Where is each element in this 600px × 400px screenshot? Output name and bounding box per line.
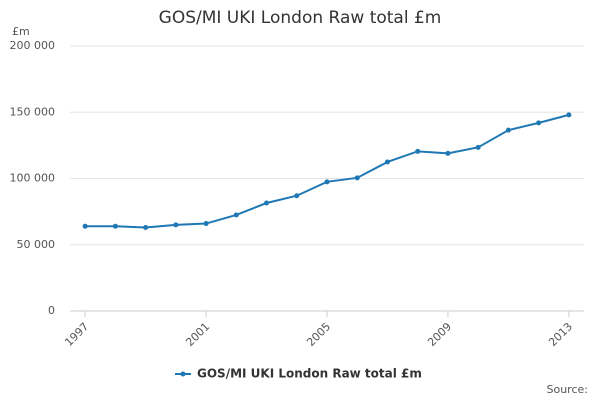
point xyxy=(475,144,481,150)
point xyxy=(415,148,421,154)
legend-marker xyxy=(180,371,186,377)
point xyxy=(143,225,149,231)
point xyxy=(566,112,572,118)
y-tick-label: 150 000 xyxy=(10,105,56,118)
point xyxy=(294,193,300,199)
point xyxy=(505,127,511,133)
x-tick-label: 1997 xyxy=(62,320,91,349)
x-tick-label: 2013 xyxy=(546,320,575,349)
x-tick-label: 2001 xyxy=(183,320,212,349)
source: Source: xyxy=(547,383,589,396)
y-tick-label: 100 000 xyxy=(10,172,56,185)
point xyxy=(203,221,209,227)
point xyxy=(82,223,88,229)
y-tick-label: 0 xyxy=(48,304,55,317)
y-tick-label: 200 000 xyxy=(10,39,56,52)
point xyxy=(112,223,118,229)
point xyxy=(445,150,451,156)
chart-title: GOS/MI UKI London Raw total £m xyxy=(159,8,442,28)
point xyxy=(324,179,330,185)
series-line xyxy=(85,113,570,229)
point xyxy=(173,222,179,228)
point xyxy=(233,212,239,218)
legend-label: GOS/MI UKI London Raw total £m xyxy=(197,367,422,381)
y-axis-label: £m xyxy=(12,25,30,38)
y-tick-label: 50 000 xyxy=(17,238,56,251)
point xyxy=(536,120,542,126)
x-tick-label: 2009 xyxy=(425,320,454,349)
point xyxy=(264,200,270,206)
point xyxy=(354,175,360,181)
x-tick-label: 2005 xyxy=(304,320,333,349)
point xyxy=(384,159,390,165)
